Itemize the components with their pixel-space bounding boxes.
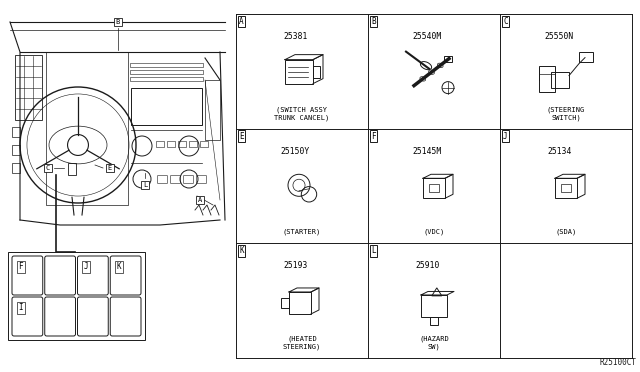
Text: C: C <box>46 165 50 171</box>
Bar <box>189 141 197 147</box>
Text: J: J <box>503 132 508 141</box>
Bar <box>15 55 42 120</box>
FancyBboxPatch shape <box>110 297 141 336</box>
Text: 25910: 25910 <box>415 262 440 270</box>
Bar <box>130 77 203 81</box>
Bar <box>430 317 438 325</box>
Bar <box>561 184 571 192</box>
Bar <box>12 163 20 173</box>
Bar <box>281 298 289 308</box>
Bar <box>289 292 311 314</box>
Text: 25145M: 25145M <box>413 147 442 155</box>
Text: K: K <box>116 262 121 271</box>
Bar <box>313 65 320 78</box>
FancyBboxPatch shape <box>110 256 141 295</box>
Text: E: E <box>108 165 112 171</box>
Bar <box>429 184 439 192</box>
Text: A: A <box>239 17 244 26</box>
Text: 25150Y: 25150Y <box>281 147 310 155</box>
Text: F: F <box>19 262 23 271</box>
FancyBboxPatch shape <box>12 256 43 295</box>
Bar <box>579 52 593 62</box>
Text: (STARTER): (STARTER) <box>283 229 321 235</box>
FancyBboxPatch shape <box>77 256 108 295</box>
Text: J: J <box>84 262 88 271</box>
Text: L: L <box>143 182 147 188</box>
Text: F: F <box>371 132 376 141</box>
Bar <box>444 56 452 62</box>
Text: I: I <box>19 303 23 312</box>
Text: 25540M: 25540M <box>413 32 442 41</box>
Bar <box>200 141 208 147</box>
Bar <box>421 295 447 317</box>
Bar <box>551 72 569 88</box>
Text: (HAZARD
SW): (HAZARD SW) <box>419 336 449 350</box>
Bar <box>68 163 76 175</box>
Bar <box>156 141 164 147</box>
FancyBboxPatch shape <box>45 297 76 336</box>
Text: (SWITCH ASSY
TRUNK CANCEL): (SWITCH ASSY TRUNK CANCEL) <box>275 106 330 121</box>
Text: 25134: 25134 <box>547 147 572 155</box>
FancyBboxPatch shape <box>77 297 108 336</box>
Bar <box>205 80 220 140</box>
Bar <box>555 178 577 198</box>
Bar <box>12 127 20 137</box>
Text: E: E <box>239 132 244 141</box>
Bar <box>8 252 145 340</box>
Bar <box>12 145 20 155</box>
Bar <box>178 141 186 147</box>
Text: C: C <box>503 17 508 26</box>
Text: K: K <box>239 246 244 255</box>
Text: 25193: 25193 <box>284 262 308 270</box>
Text: 25381: 25381 <box>284 32 308 41</box>
Text: (STEERING
SWITCH): (STEERING SWITCH) <box>547 106 585 121</box>
Text: B: B <box>116 19 120 25</box>
Bar <box>130 63 203 67</box>
Bar <box>423 178 445 198</box>
FancyBboxPatch shape <box>45 256 76 295</box>
Text: A: A <box>198 197 202 203</box>
Text: (HEATED
STEERING): (HEATED STEERING) <box>283 336 321 350</box>
Bar <box>167 141 175 147</box>
Text: R25100CT: R25100CT <box>599 358 636 367</box>
Text: L: L <box>371 246 376 255</box>
Text: (VDC): (VDC) <box>424 229 445 235</box>
Text: B: B <box>371 17 376 26</box>
Bar <box>130 70 203 74</box>
FancyBboxPatch shape <box>12 297 43 336</box>
Bar <box>285 60 313 84</box>
Bar <box>539 65 555 92</box>
Bar <box>131 88 202 125</box>
Text: 25550N: 25550N <box>545 32 574 41</box>
Text: (SDA): (SDA) <box>556 229 577 235</box>
